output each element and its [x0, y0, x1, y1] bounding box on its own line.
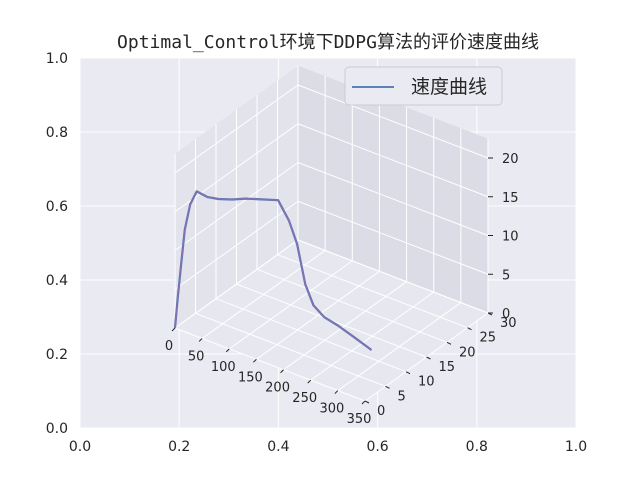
outer-x-tick-label: 1.0	[565, 439, 587, 455]
3d-gridline	[297, 84, 489, 159]
3d-gridline	[174, 327, 366, 402]
3d-gridline	[195, 312, 386, 387]
x-axis-3d-tick-label: 50	[188, 349, 205, 364]
outer-x-tick-label: 0.0	[69, 439, 91, 455]
outer-y-tick-label: 0.4	[46, 273, 68, 289]
3d-gridline	[174, 123, 299, 213]
y-axis-3d-tick-label: 5	[398, 389, 406, 404]
x-axis-3d-tick-label: 300	[319, 402, 344, 417]
outer-x-tick-label: 0.8	[466, 439, 488, 455]
legend: 速度曲线	[344, 66, 503, 106]
3d-tick-mark	[467, 327, 472, 331]
3d-gridline	[256, 268, 448, 343]
outer-y-tick-label: 0.6	[46, 199, 68, 215]
3d-tick-mark	[334, 390, 339, 394]
y-axis-3d-tick-label: 30	[500, 316, 517, 331]
z-axis-3d-tick-label: 0	[502, 307, 510, 322]
outer-y-tick-label: 1.0	[46, 51, 68, 67]
3d-tick-mark	[361, 400, 366, 405]
3d-tick-mark	[225, 348, 230, 353]
3d-gridline	[215, 298, 407, 373]
x-axis-3d-tick-label: 100	[211, 360, 236, 375]
x-axis-3d-tick-label: 0	[165, 339, 173, 354]
3d-tick-mark	[446, 341, 452, 345]
series-line-overlay	[174, 190, 372, 351]
3d-gridline	[297, 162, 489, 236]
y-axis-3d-tick-label: 10	[418, 375, 435, 390]
3d-tick-mark	[198, 338, 203, 342]
3d-tick-marks	[171, 157, 493, 405]
outer-y-tick-labels: 0.0 0.2 0.4 0.6 0.8 1.0	[46, 51, 68, 437]
series-layer	[173, 190, 373, 351]
x-axis-3d-tick-label: 350	[347, 412, 372, 427]
z-axis-3d-tick-label: 5	[502, 268, 510, 283]
3d-gridline	[174, 239, 299, 329]
z-axis-3d-tick-labels: 0 5 10 15 20	[502, 152, 519, 322]
3d-tick-mark	[385, 385, 390, 389]
outer-y-tick-label: 0.2	[46, 347, 68, 363]
x-axis-3d-tick-label: 200	[265, 381, 290, 396]
3d-gridline	[297, 239, 489, 314]
x-axis-3d-tick-label: 250	[292, 391, 317, 406]
3d-tick-mark	[280, 369, 284, 374]
y-axis-3d-tick-label: 20	[459, 345, 476, 360]
3d-tick-mark	[364, 400, 370, 404]
3d-gridlines	[174, 65, 489, 402]
outer-x-tick-label: 0.6	[366, 439, 388, 455]
legend-box	[344, 66, 503, 106]
3d-gridline	[297, 123, 489, 198]
3d-tick-mark	[307, 379, 312, 384]
3d-gridline	[297, 200, 489, 275]
z-axis-3d-tick-label: 20	[502, 152, 519, 167]
3d-tick-mark	[253, 358, 257, 363]
3d-gridline	[174, 84, 299, 174]
z-axis-3d-tick-label: 15	[502, 191, 519, 206]
3d-gridline	[174, 200, 299, 290]
outer-y-tick-label: 0.0	[46, 421, 68, 437]
outer-y-tick-label: 0.8	[46, 125, 68, 141]
3d-gridline	[277, 254, 468, 329]
x-axis-3d-tick-label: 150	[238, 370, 263, 385]
3d-tick-mark	[405, 371, 411, 375]
outer-x-tick-label: 0.2	[168, 439, 190, 455]
outer-x-tick-label: 0.4	[267, 439, 289, 455]
z-axis-3d-tick-label: 10	[502, 230, 519, 245]
legend-label: 速度曲线	[411, 76, 487, 98]
y-axis-3d-tick-label: 15	[439, 360, 456, 375]
3d-tick-mark	[171, 327, 176, 332]
y-axis-3d-tick-label: 25	[480, 331, 497, 346]
outer-x-tick-labels: 0.0 0.2 0.4 0.6 0.8 1.0	[69, 439, 587, 455]
3d-gridline	[174, 162, 299, 251]
y-axis-3d-tick-label: 0	[377, 404, 385, 419]
3d-tick-mark	[426, 356, 431, 360]
pane-right	[298, 65, 488, 313]
chart-title: Optimal_Control环境下DDPG算法的评价速度曲线	[117, 32, 539, 53]
